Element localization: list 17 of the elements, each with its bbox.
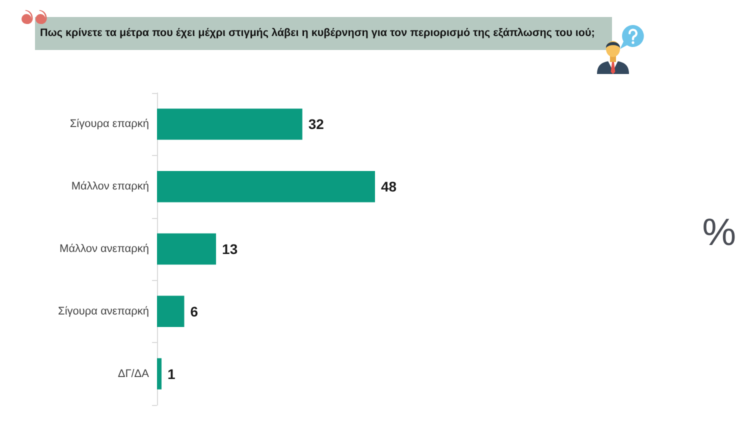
y-tick-label: Μάλλον ανεπαρκή — [60, 243, 149, 255]
bar — [157, 296, 184, 327]
data-label: 1 — [168, 366, 176, 382]
chart-title: Πως κρίνετε τα μέτρα που έχει μέχρι στιγμής λάβει η κυβέρνηση για τον περιορισμό της εξάπλωσης του ιού; — [35, 17, 612, 50]
text: % — [702, 212, 736, 254]
data-label: 48 — [381, 178, 397, 195]
y-tick-label: Σίγουρα επαρκή — [70, 118, 149, 130]
bar — [157, 108, 302, 140]
bar — [157, 171, 375, 202]
bar — [157, 358, 162, 390]
y-tick-label: ΔΓ/ΔΑ — [118, 368, 150, 380]
data-label: 32 — [308, 116, 324, 132]
bar — [157, 233, 216, 265]
data-label: 13 — [222, 241, 238, 257]
data-label: 6 — [190, 303, 198, 320]
y-tick-label: Μάλλον επαρκή — [71, 180, 149, 193]
y-tick-label: Σίγουρα ανεπαρκή — [58, 305, 149, 318]
